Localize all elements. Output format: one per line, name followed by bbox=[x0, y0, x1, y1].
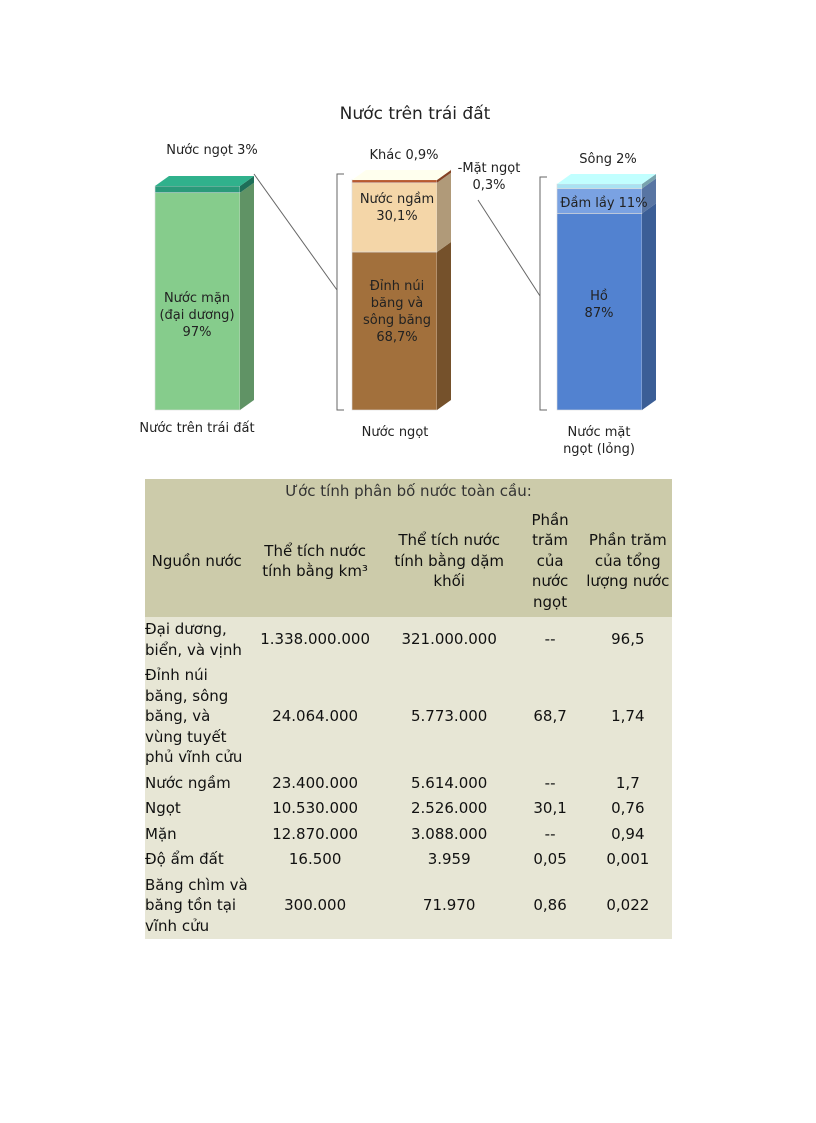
value-cell: 68,7 bbox=[516, 663, 584, 771]
value-cell: 0,76 bbox=[583, 796, 672, 822]
value-cell: 23.400.000 bbox=[248, 770, 382, 796]
value-cell: 2.526.000 bbox=[381, 796, 517, 822]
column-header: Phần trăm của tổng lượng nước bbox=[583, 509, 672, 617]
bar-segment-side bbox=[642, 174, 656, 189]
table-caption: Ước tính phân bố nước toàn cầu: bbox=[145, 479, 672, 509]
source-cell: Đại dương, biển, và vịnh bbox=[145, 617, 249, 663]
value-cell: 0,86 bbox=[516, 872, 584, 939]
bar-top-face bbox=[352, 170, 451, 180]
table-row: Băng chìm và băng tồn tại vĩnh cửu 300.00… bbox=[145, 872, 672, 939]
column-header: Thể tích nước tính bằng km³ bbox=[248, 509, 382, 617]
segment-label: Đỉnh núi băng và sông băng 68,7% bbox=[363, 279, 431, 345]
segment-label: Nước mặn (đại dương) 97% bbox=[159, 291, 234, 340]
source-cell: Mặn bbox=[145, 821, 249, 847]
value-cell: 96,5 bbox=[583, 617, 672, 663]
segment-label: Hồ 87% bbox=[585, 289, 614, 321]
bar-segment-nước-mặn-(đại-dương) bbox=[154, 192, 241, 411]
source-cell: Đỉnh núi băng, sông băng, và vùng tuyết … bbox=[145, 663, 249, 771]
value-cell: 321.000.000 bbox=[381, 617, 517, 663]
bar-label: Nước mặt ngọt (lỏng) bbox=[563, 425, 635, 457]
value-cell: 24.064.000 bbox=[248, 663, 382, 771]
segment-label: Đầm lầy 11% bbox=[560, 196, 647, 211]
connector-line bbox=[253, 173, 338, 291]
bar-label: Nước ngọt bbox=[362, 425, 429, 440]
value-cell: -- bbox=[516, 617, 584, 663]
value-cell: 10.530.000 bbox=[248, 796, 382, 822]
table-row: Độ ẩm đất 16.500 3.959 0,05 0,001 bbox=[145, 847, 672, 873]
water-distribution-table: Ước tính phân bố nước toàn cầu: Nguồn nư… bbox=[145, 479, 672, 939]
segment-label: Nước ngọt 3% bbox=[166, 143, 258, 158]
table-row: Nước ngầm 23.400.000 5.614.000 -- 1,7 bbox=[145, 770, 672, 796]
value-cell: 1.338.000.000 bbox=[248, 617, 382, 663]
source-cell: Độ ẩm đất bbox=[145, 847, 249, 873]
column-header: Phần trăm của nước ngọt bbox=[516, 509, 584, 617]
table-row: Đại dương, biển, và vịnh 1.338.000.000 321… bbox=[145, 617, 672, 663]
connector-line bbox=[477, 199, 541, 297]
bar-segment-side bbox=[437, 241, 451, 410]
source-cell: Nước ngầm bbox=[145, 770, 249, 796]
value-cell: 5.614.000 bbox=[381, 770, 517, 796]
bar-segment-sông bbox=[556, 183, 643, 189]
segment-label: Sông 2% bbox=[579, 152, 636, 167]
source-cell: Ngọt bbox=[145, 796, 249, 822]
bar-segment-đỉnh-núi-băng-và-sông-băng bbox=[351, 251, 438, 411]
segment-label: Khác 0,9% bbox=[369, 148, 438, 163]
bar-segment-side bbox=[437, 172, 451, 252]
bar-top-face bbox=[557, 174, 656, 184]
water-on-earth-chart: Nước trên trái đất Nước mặn (đại dương) 97… bbox=[139, 103, 656, 457]
source-cell: Băng chìm và băng tồn tại vĩnh cửu bbox=[145, 872, 249, 939]
value-cell: 1,7 bbox=[583, 770, 672, 796]
value-cell: -- bbox=[516, 821, 584, 847]
table-row: Đỉnh núi băng, sông băng, và vùng tuyết … bbox=[145, 663, 672, 771]
bar-segment-mặt-ngọt bbox=[351, 179, 438, 184]
bar-segment-side bbox=[642, 178, 656, 214]
bracket bbox=[539, 176, 547, 411]
value-cell: 5.773.000 bbox=[381, 663, 517, 771]
bar-top-face bbox=[155, 176, 254, 186]
bar-segment-nước-ngọt bbox=[154, 185, 241, 194]
value-cell: 300.000 bbox=[248, 872, 382, 939]
value-cell: 3.959 bbox=[381, 847, 517, 873]
value-cell: 71.970 bbox=[381, 872, 517, 939]
column-header: Nguồn nước bbox=[145, 509, 249, 617]
value-cell: 0,001 bbox=[583, 847, 672, 873]
bar-segment-đầm-lầy bbox=[556, 188, 643, 214]
segment-label: Nước ngầm 30,1% bbox=[360, 192, 434, 224]
bar-segment-side bbox=[437, 169, 451, 183]
value-cell: 16.500 bbox=[248, 847, 382, 873]
value-cell: 1,74 bbox=[583, 663, 672, 771]
table-row: Mặn 12.870.000 3.088.000 -- 0,94 bbox=[145, 821, 672, 847]
bar-segment-nước-ngầm bbox=[351, 182, 438, 253]
column-header: Thể tích nước tính bằng dặm khối bbox=[381, 509, 517, 617]
value-cell: 0,022 bbox=[583, 872, 672, 939]
bar-segment-hồ bbox=[556, 213, 643, 411]
bracket bbox=[336, 173, 344, 411]
bar-segment-side bbox=[642, 203, 656, 410]
value-cell: -- bbox=[516, 770, 584, 796]
chart-title: Nước trên trái đất bbox=[340, 103, 491, 124]
bar-segment-side bbox=[240, 176, 254, 193]
value-cell: 0,94 bbox=[583, 821, 672, 847]
bar-label: Nước trên trái đất bbox=[139, 421, 254, 436]
value-cell: 30,1 bbox=[516, 796, 584, 822]
bar-segment-side bbox=[240, 182, 254, 410]
table-row: Ngọt 10.530.000 2.526.000 30,1 0,76 bbox=[145, 796, 672, 822]
value-cell: 0,05 bbox=[516, 847, 584, 873]
segment-label: -Mặt ngọt 0,3% bbox=[458, 161, 521, 193]
value-cell: 3.088.000 bbox=[381, 821, 517, 847]
value-cell: 12.870.000 bbox=[248, 821, 382, 847]
